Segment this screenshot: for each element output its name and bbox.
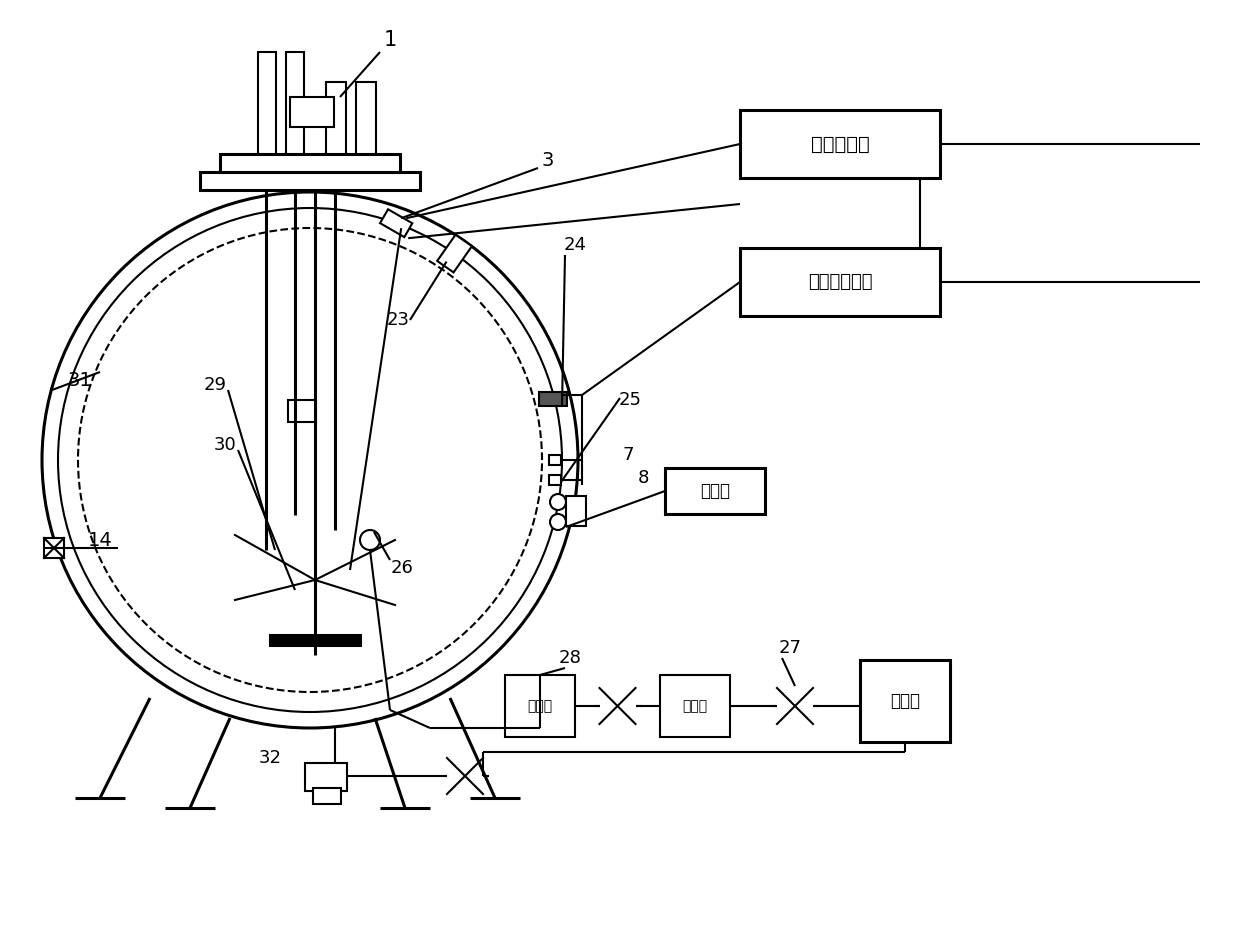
Bar (312, 788, 341, 804)
Text: 29: 29 (203, 376, 227, 394)
Bar (740, 248, 940, 316)
Text: 光纤光谱仪: 光纤光谱仪 (811, 135, 869, 153)
Bar (438, 234, 472, 272)
Bar (200, 172, 420, 190)
Circle shape (42, 192, 578, 728)
Bar (381, 209, 413, 237)
Bar (286, 52, 304, 154)
Bar (326, 82, 346, 154)
Bar (740, 110, 940, 178)
Bar (305, 763, 347, 791)
Bar (660, 675, 730, 737)
Text: 数据采集系统: 数据采集系统 (807, 273, 872, 291)
Bar (290, 97, 334, 127)
Circle shape (551, 494, 565, 510)
Bar (665, 468, 765, 514)
Text: 32: 32 (258, 749, 281, 767)
Bar (219, 154, 401, 172)
Text: 8: 8 (637, 469, 649, 487)
Bar (270, 635, 360, 645)
Circle shape (360, 530, 379, 550)
Text: 3: 3 (542, 151, 554, 169)
Text: 23: 23 (387, 311, 409, 329)
Bar (356, 82, 376, 154)
Text: 节流室: 节流室 (527, 699, 553, 713)
Bar (549, 475, 560, 485)
Bar (565, 496, 587, 526)
Text: 26: 26 (391, 559, 413, 577)
Text: 28: 28 (558, 649, 582, 667)
Text: 27: 27 (779, 639, 801, 657)
Text: 14: 14 (88, 531, 113, 550)
Bar (861, 660, 950, 742)
Circle shape (78, 228, 542, 692)
Bar (539, 392, 567, 406)
Text: 31: 31 (68, 371, 92, 390)
Text: 1: 1 (383, 30, 397, 50)
Bar (505, 675, 575, 737)
Circle shape (58, 208, 562, 712)
Text: 空压机: 空压机 (890, 692, 920, 710)
Circle shape (551, 514, 565, 530)
Bar (549, 455, 560, 465)
Bar (288, 400, 316, 422)
Text: 25: 25 (619, 391, 641, 409)
Bar (258, 52, 277, 154)
Text: 30: 30 (213, 436, 237, 454)
Text: 储气室: 储气室 (682, 699, 708, 713)
Bar (43, 538, 64, 558)
Text: 7: 7 (622, 446, 634, 464)
Text: 真空泵: 真空泵 (701, 482, 730, 500)
Text: 24: 24 (563, 236, 587, 254)
